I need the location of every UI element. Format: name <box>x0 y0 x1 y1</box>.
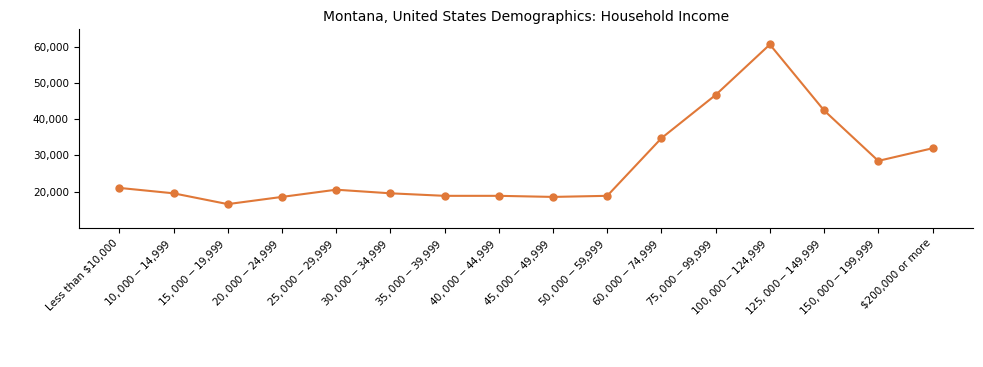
Title: Montana, United States Demographics: Household Income: Montana, United States Demographics: Hou… <box>322 10 729 24</box>
